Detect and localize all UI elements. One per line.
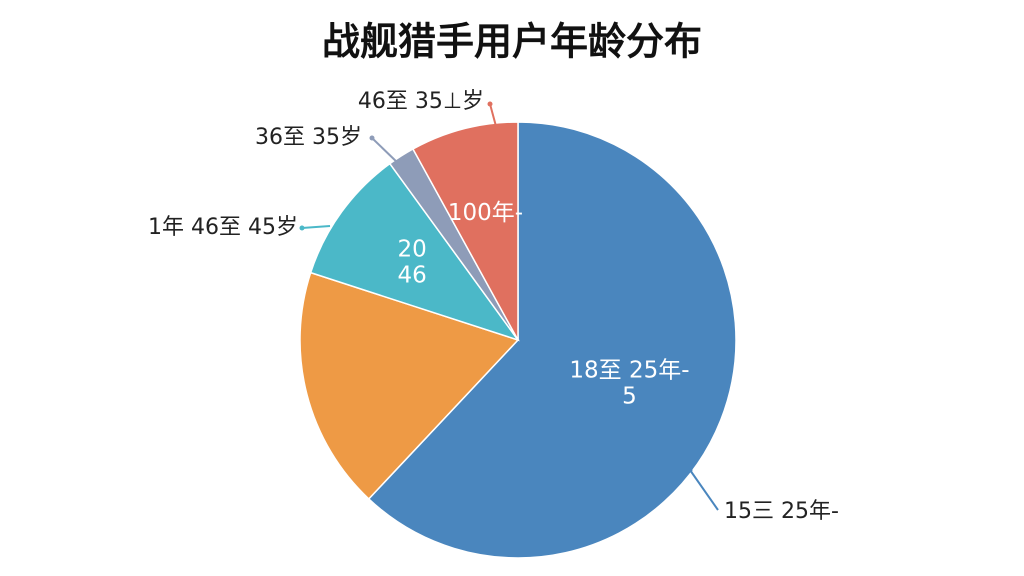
category-label: 36至 35岁 (255, 125, 362, 150)
pie-slice (299, 271, 520, 500)
callout-line (689, 469, 719, 511)
chart-title: 战舰猎手用户年龄分布 (322, 20, 702, 64)
callout-line (371, 137, 401, 166)
callout-dot (369, 135, 375, 141)
category-label: 46至 35⊥岁 (358, 89, 484, 114)
callout-dot (487, 101, 493, 107)
slice-label: 5 (622, 384, 637, 410)
pie-slice (309, 162, 520, 342)
slice-label: 100年- (448, 200, 523, 226)
callout-line (301, 225, 331, 229)
slice-label: 46 (398, 263, 427, 289)
callout-dot (299, 225, 305, 231)
callout-line (489, 103, 498, 131)
pie-slice (367, 121, 737, 559)
slice-label: 18至 25年- (569, 358, 689, 384)
slice-label: 20 (398, 237, 427, 263)
category-label: 15三 25年- (724, 499, 839, 524)
category-label: 1年 46至 45岁 (148, 215, 298, 240)
pie (299, 121, 737, 559)
callout-dot (687, 467, 693, 473)
pie-slice (411, 121, 519, 341)
